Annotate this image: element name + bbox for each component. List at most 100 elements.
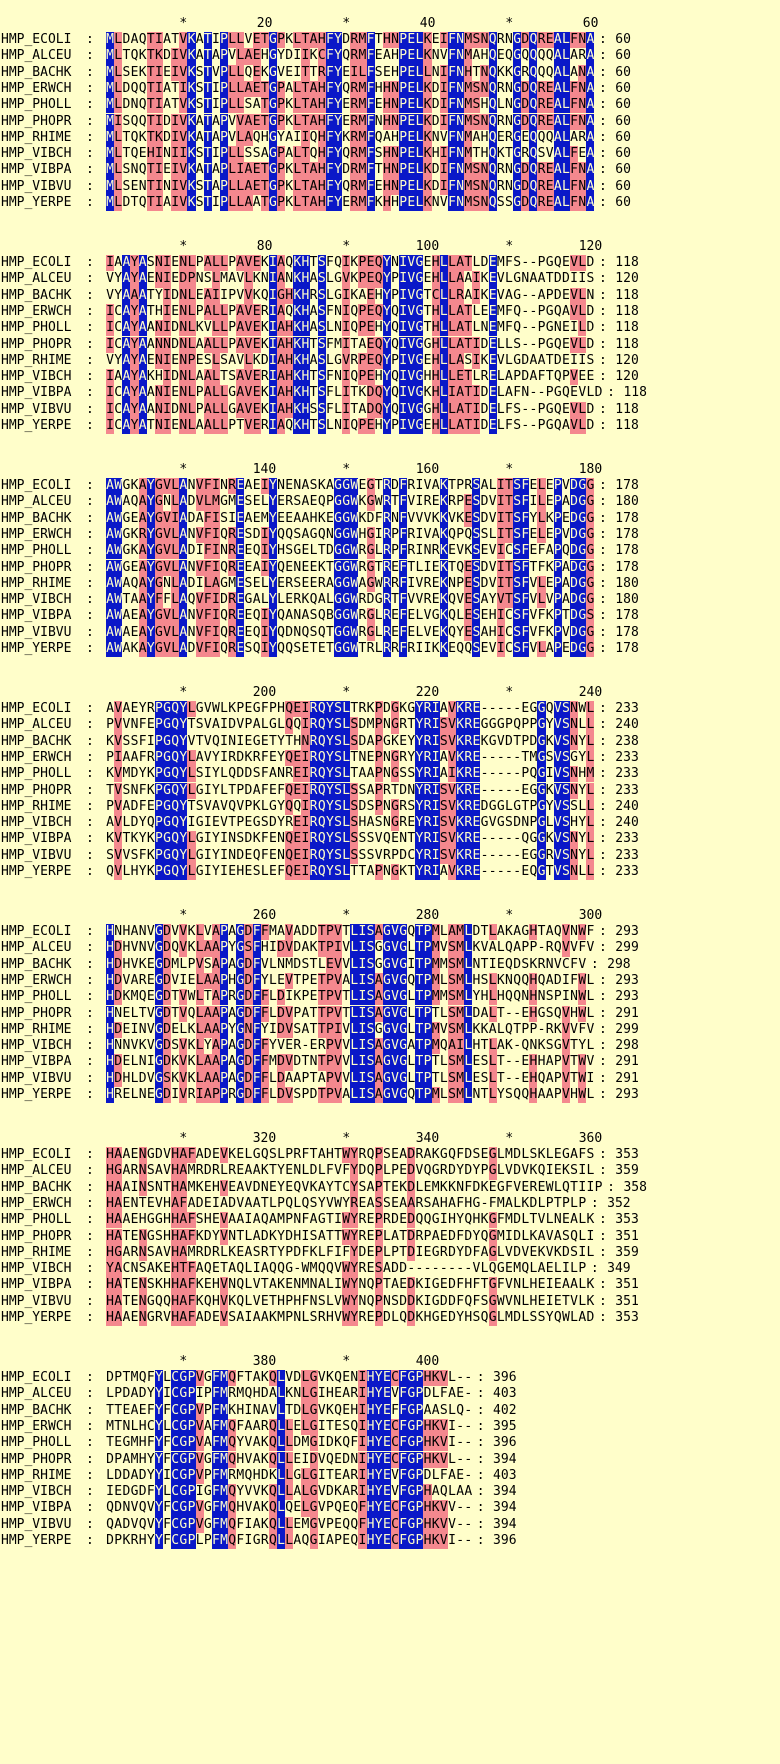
residue: I (317, 1435, 326, 1451)
end-position: 403 (493, 1467, 517, 1483)
residue: N (244, 1021, 253, 1039)
residue: L (276, 1418, 286, 1436)
residue: K (260, 401, 269, 417)
residue: G (268, 48, 277, 65)
residue: L (448, 1451, 456, 1467)
residue: G (154, 494, 163, 511)
residue: V (439, 1021, 448, 1037)
residue: - (456, 1533, 465, 1548)
residue: D (162, 1005, 172, 1022)
residue: E (342, 1370, 351, 1385)
residue: T (146, 195, 155, 212)
end-position: 394 (493, 1500, 517, 1516)
residue: A (179, 575, 188, 593)
residue: M (464, 48, 473, 65)
residue: V (578, 385, 587, 401)
residue: L (301, 1467, 310, 1485)
residue: S (122, 178, 131, 194)
end-position: 118 (615, 336, 639, 352)
residue: Y (277, 815, 285, 831)
residue: L (561, 97, 571, 114)
residue: K (260, 385, 269, 401)
residue: V (146, 1038, 155, 1054)
residue: G (407, 1386, 416, 1403)
residue: T (399, 1228, 408, 1244)
residue: F (488, 1195, 497, 1211)
residue: F (537, 624, 546, 640)
residue: D (407, 1147, 416, 1164)
residue: L (342, 864, 351, 881)
residue: - (521, 255, 530, 270)
residue: L (195, 940, 204, 957)
residue: D (244, 1038, 253, 1055)
residue: H (106, 1195, 115, 1213)
residue: V (570, 255, 579, 272)
residue: V (407, 271, 416, 288)
residue: F (399, 624, 408, 641)
residue: E (366, 352, 375, 370)
residue: Q (285, 303, 294, 319)
residue: H (382, 80, 391, 98)
residue: N (391, 510, 399, 526)
residue: E (472, 815, 481, 832)
residue: K (130, 526, 139, 542)
residue: V (179, 32, 188, 49)
residue: I (578, 1244, 587, 1260)
residue-sequence: DPKRHYYFCGPLPFMQFIGRQLLAQGIAPEQIHYECFGPH… (106, 1533, 472, 1550)
residue: F (252, 956, 261, 973)
residue: E (366, 271, 375, 288)
residue: - (480, 749, 489, 765)
residue: R (260, 1244, 269, 1260)
residue: K (138, 48, 147, 64)
end-position: 60 (615, 48, 631, 64)
residue: Y (203, 1038, 212, 1054)
residue: D (570, 624, 579, 641)
residue: W (374, 575, 383, 591)
residue: K (260, 1500, 269, 1516)
residue: T (122, 1293, 131, 1309)
residue: N (586, 287, 595, 303)
residue: H (358, 815, 367, 831)
residue: F (187, 1228, 196, 1245)
residue: I (423, 559, 432, 575)
residue: V (106, 352, 114, 368)
residue: D (122, 195, 131, 210)
residue: - (513, 1070, 522, 1086)
residue: V (179, 1038, 188, 1055)
residue: E (382, 1500, 391, 1517)
residue: V (553, 847, 562, 864)
residue: H (366, 1500, 375, 1517)
residue: E (252, 162, 261, 179)
residue: H (325, 1310, 334, 1325)
residue: G (122, 1435, 131, 1451)
end-position: 60 (615, 162, 631, 178)
residue: T (122, 146, 131, 162)
residue: V (333, 1087, 343, 1104)
residue: S (423, 1195, 432, 1211)
separator: : (86, 1370, 94, 1385)
residue: A (456, 271, 465, 288)
residue: V (146, 924, 155, 939)
residue: T (260, 113, 269, 130)
residue: G (366, 526, 375, 544)
residue: - (407, 1261, 416, 1277)
residue: A (203, 1087, 212, 1104)
residue: P (374, 864, 383, 881)
residue: A (366, 733, 375, 749)
residue: I (472, 418, 481, 435)
residue: F (146, 1484, 155, 1500)
residue: P (219, 162, 229, 179)
residue: E (366, 1310, 375, 1325)
residue: A (293, 1533, 302, 1548)
residue: F (260, 701, 269, 716)
residue: T (317, 1021, 326, 1039)
residue-sequence: ICAYATHIENLPALLPAVERIAQKHASFNIQPEQYQIVGT… (106, 303, 594, 321)
residue: G (407, 1500, 416, 1517)
residue: T (309, 336, 318, 352)
residue: A (252, 1418, 261, 1434)
residue: R (285, 494, 294, 510)
residue: M (358, 162, 367, 179)
residue: P (529, 798, 538, 814)
residue: I (203, 815, 212, 831)
residue: Y (317, 1195, 326, 1211)
